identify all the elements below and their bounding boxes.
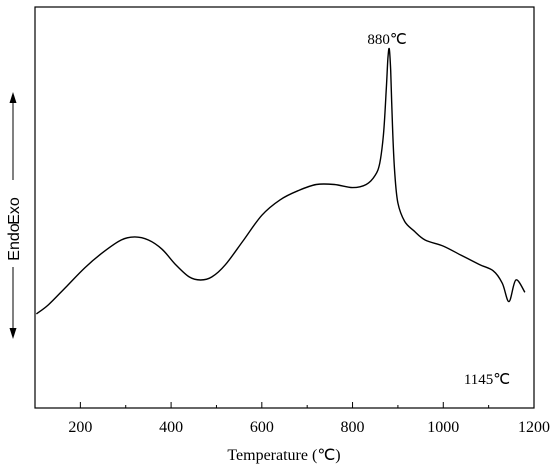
trough-annotation: 1145℃ <box>464 372 510 388</box>
x-axis-tick-labels: 200 400 600 800 1000 1200 <box>68 419 550 436</box>
x-tick-label: 800 <box>341 419 365 436</box>
x-tick-label: 400 <box>159 419 183 436</box>
endo-label: Endo <box>6 223 23 260</box>
peak-annotation: 880℃ <box>367 32 406 48</box>
exo-arrow-head <box>9 92 17 103</box>
plot-frame <box>34 6 535 409</box>
x-axis-ticks <box>34 402 535 408</box>
endo-arrow-head <box>9 328 17 339</box>
dsc-curve <box>35 47 526 315</box>
x-axis-title: Temperature (℃) <box>227 447 340 464</box>
x-tick-label: 1200 <box>518 419 550 436</box>
x-tick-label: 600 <box>250 419 274 436</box>
x-tick-label: 1000 <box>427 419 459 436</box>
y-axis-label: Exo Endo <box>6 92 23 339</box>
exo-label: Exo <box>6 197 23 225</box>
x-tick-label: 200 <box>68 419 92 436</box>
